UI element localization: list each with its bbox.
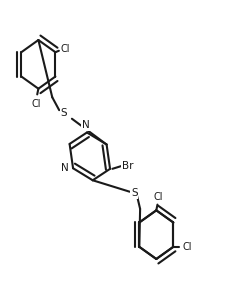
Text: S: S <box>61 108 67 118</box>
Text: Cl: Cl <box>154 192 163 202</box>
Text: Cl: Cl <box>60 44 69 54</box>
Text: Br: Br <box>122 161 133 171</box>
Text: Cl: Cl <box>183 242 192 252</box>
Text: S: S <box>61 108 67 118</box>
Text: S: S <box>131 188 138 198</box>
Text: N: N <box>61 163 69 173</box>
Text: N: N <box>61 163 69 173</box>
Text: N: N <box>82 120 90 130</box>
Text: Cl: Cl <box>31 99 41 109</box>
Text: N: N <box>82 120 90 130</box>
Text: Br: Br <box>122 161 133 171</box>
Text: S: S <box>131 188 138 198</box>
